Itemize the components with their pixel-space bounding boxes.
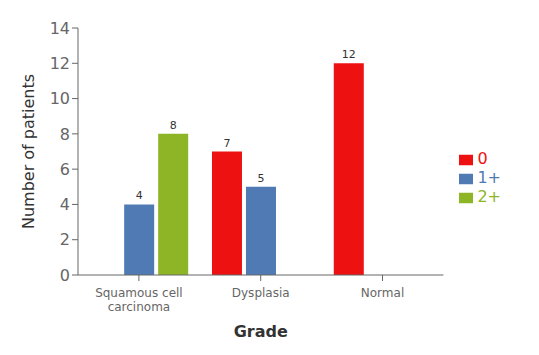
svg-text:Squamous cellcarcinoma: Squamous cellcarcinoma bbox=[95, 286, 183, 314]
svg-text:Grade: Grade bbox=[234, 322, 288, 341]
svg-text:7: 7 bbox=[223, 137, 230, 150]
svg-text:12: 12 bbox=[50, 54, 70, 73]
html-text:0: 0 bbox=[477, 149, 488, 168]
svg-text:12: 12 bbox=[342, 48, 356, 61]
svg-text:2: 2 bbox=[60, 230, 70, 249]
svg-text:8: 8 bbox=[60, 125, 70, 144]
svg-text:8: 8 bbox=[170, 119, 177, 132]
svg-text:Normal: Normal bbox=[361, 286, 404, 300]
svg-text:0: 0 bbox=[60, 266, 70, 285]
svg-text:Number of patients: Number of patients bbox=[19, 74, 38, 229]
svg-text:6: 6 bbox=[60, 160, 70, 179]
svg-text:4: 4 bbox=[60, 195, 70, 214]
html-text:1+: 1+ bbox=[477, 168, 501, 187]
html-text:2+: 2+ bbox=[477, 187, 501, 206]
svg-text:10: 10 bbox=[50, 89, 70, 108]
svg-text:5: 5 bbox=[257, 172, 264, 185]
svg-text:Dysplasia: Dysplasia bbox=[232, 286, 290, 300]
svg-text:14: 14 bbox=[50, 19, 70, 38]
svg-text:4: 4 bbox=[136, 189, 143, 202]
